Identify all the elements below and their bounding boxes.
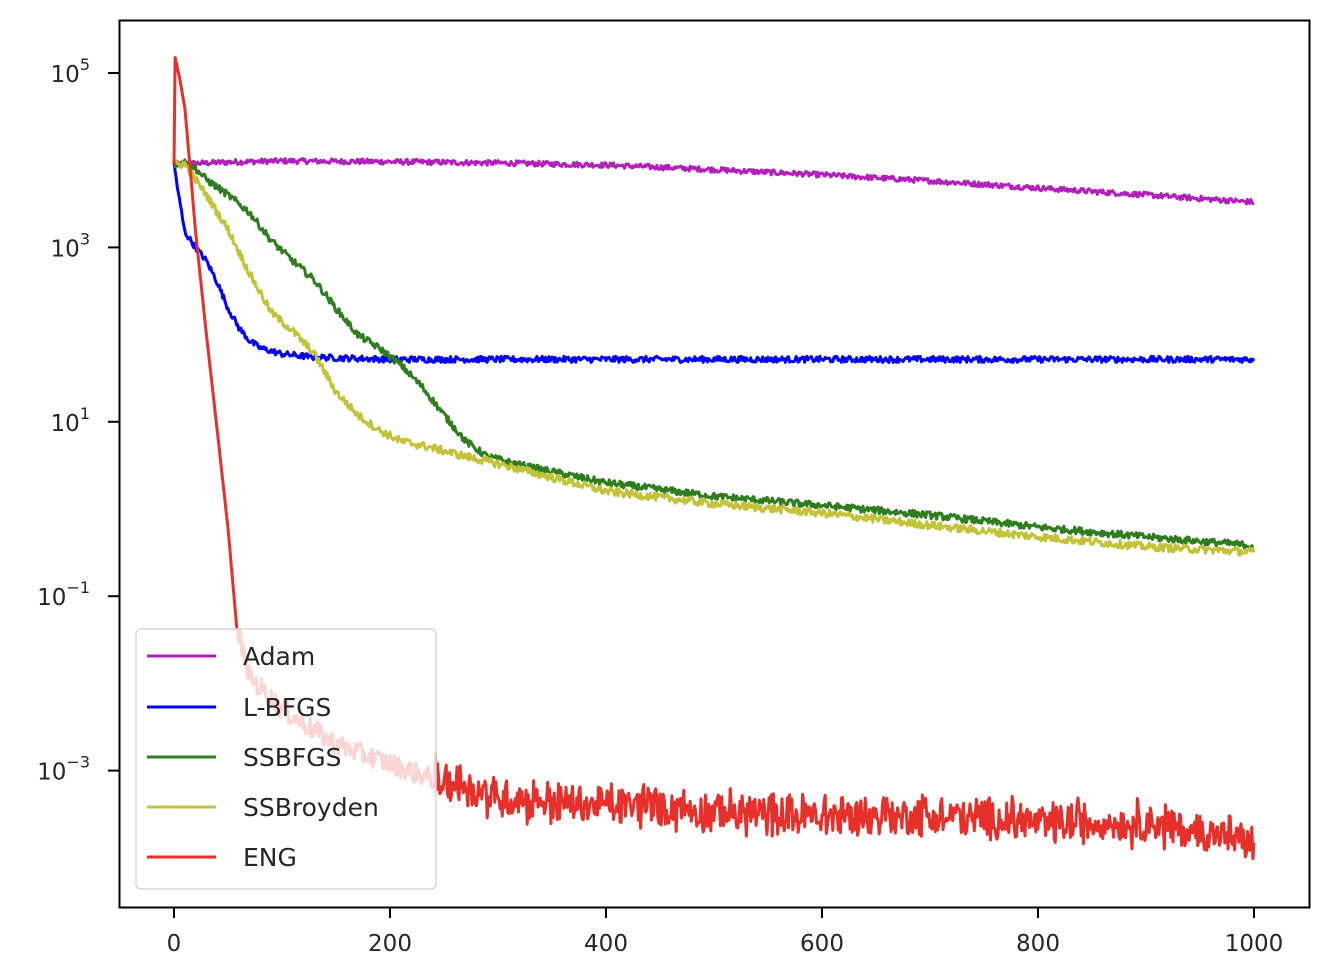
x-tick-label: 200 xyxy=(368,931,412,957)
plot-frame xyxy=(118,19,1311,909)
legend: Adam L-BFGS SSBFGS SSBroyden ENG xyxy=(135,628,437,890)
x-tick-label: 0 xyxy=(167,931,182,957)
legend-label: ENG xyxy=(243,843,297,872)
legend-item-adam: Adam xyxy=(147,642,315,671)
series-layer xyxy=(172,56,1256,861)
series-line-adam xyxy=(172,157,1255,206)
x-tick-label: 800 xyxy=(1016,931,1060,957)
y-tick-label: 10−3 xyxy=(37,753,90,786)
series-line-ssbfgs xyxy=(172,158,1255,550)
legend-item-ssbroyden: SSBroyden xyxy=(147,793,379,822)
y-axis: 105 103 101 10−1 10−3 xyxy=(37,55,119,786)
x-axis: 0 200 400 600 800 1000 xyxy=(167,908,1284,957)
y-tick-label: 101 xyxy=(51,404,90,437)
legend-label: SSBroyden xyxy=(243,793,379,822)
y-tick-label: 103 xyxy=(51,229,90,262)
y-tick-label: 105 xyxy=(51,55,90,88)
legend-label: L-BFGS xyxy=(243,693,331,722)
series-line-l-bfgs xyxy=(172,162,1256,364)
x-tick-label: 600 xyxy=(800,931,844,957)
legend-box xyxy=(135,628,437,890)
y-tick-label: 10−1 xyxy=(37,578,90,611)
series-line-ssbroyden xyxy=(172,159,1256,557)
legend-item-ssbfgs: SSBFGS xyxy=(147,743,342,772)
legend-label: SSBFGS xyxy=(243,743,342,772)
legend-item-l-bfgs: L-BFGS xyxy=(147,693,331,722)
x-tick-label: 400 xyxy=(584,931,628,957)
legend-item-eng: ENG xyxy=(147,843,297,872)
x-tick-label: 1000 xyxy=(1225,931,1284,957)
legend-label: Adam xyxy=(243,642,315,671)
